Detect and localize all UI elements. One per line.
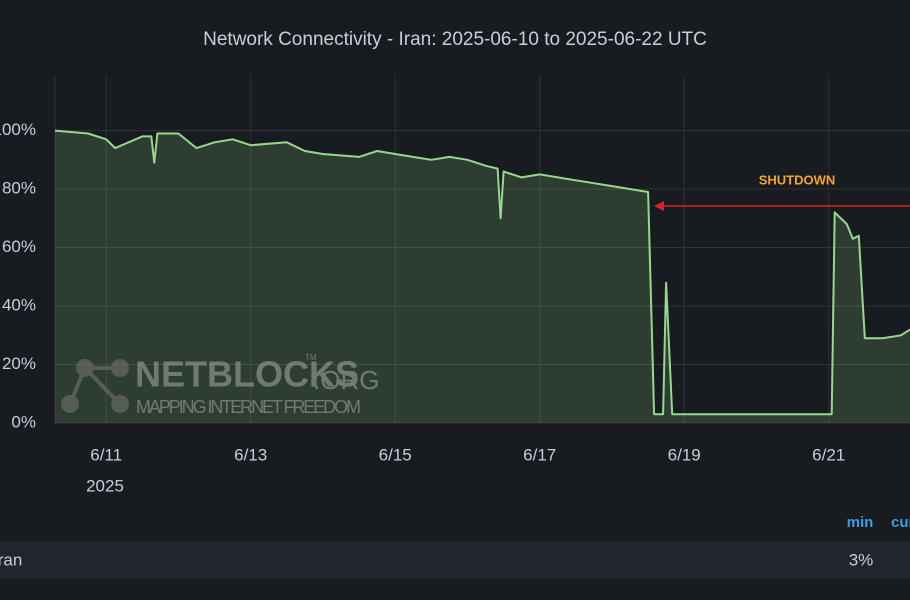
y-tick-label: 0%: [11, 412, 36, 431]
watermark-tm: TM: [305, 353, 317, 362]
x-tick-label: 6/13: [234, 445, 267, 464]
series-line: [54, 129, 910, 416]
legend-row: [0, 541, 910, 579]
plot: [54, 129, 910, 423]
watermark: NETBLOCKS .ORG TM MAPPING INTERNET FREED…: [61, 353, 379, 417]
x-tick-label: 6/21: [812, 445, 845, 464]
x-tick-label: 6/17: [523, 445, 556, 464]
x-tick-label: 6/19: [668, 445, 701, 464]
grid: [54, 75, 910, 424]
legend-series-name: Iran: [0, 550, 22, 569]
y-tick-label: 80%: [2, 179, 36, 198]
legend-column: min: [847, 514, 874, 531]
y-tick-label: 60%: [2, 237, 36, 256]
x-tick-label: 6/15: [379, 445, 412, 464]
y-tick-label: 100%: [0, 120, 36, 139]
y-tick-label: 20%: [2, 354, 36, 373]
watermark-brand: NETBLOCKS: [135, 354, 359, 395]
watermark-tagline: MAPPING INTERNET FREEDOM: [136, 397, 361, 417]
chart-title: Network Connectivity - Iran: 2025-06-10 …: [203, 29, 707, 50]
y-tick-label: 40%: [2, 296, 36, 315]
x-year-label: 2025: [86, 476, 124, 495]
legend-min: 3%: [849, 550, 874, 569]
series-area: [55, 130, 910, 423]
x-tick-label: 6/11: [90, 445, 122, 464]
logo-links: [68, 366, 122, 406]
legend-column: current: [891, 514, 910, 531]
annotation: SHUTDOWN: [759, 172, 836, 187]
watermark-suffix: .ORG: [313, 365, 379, 395]
annotation-arrowhead: [654, 201, 664, 211]
